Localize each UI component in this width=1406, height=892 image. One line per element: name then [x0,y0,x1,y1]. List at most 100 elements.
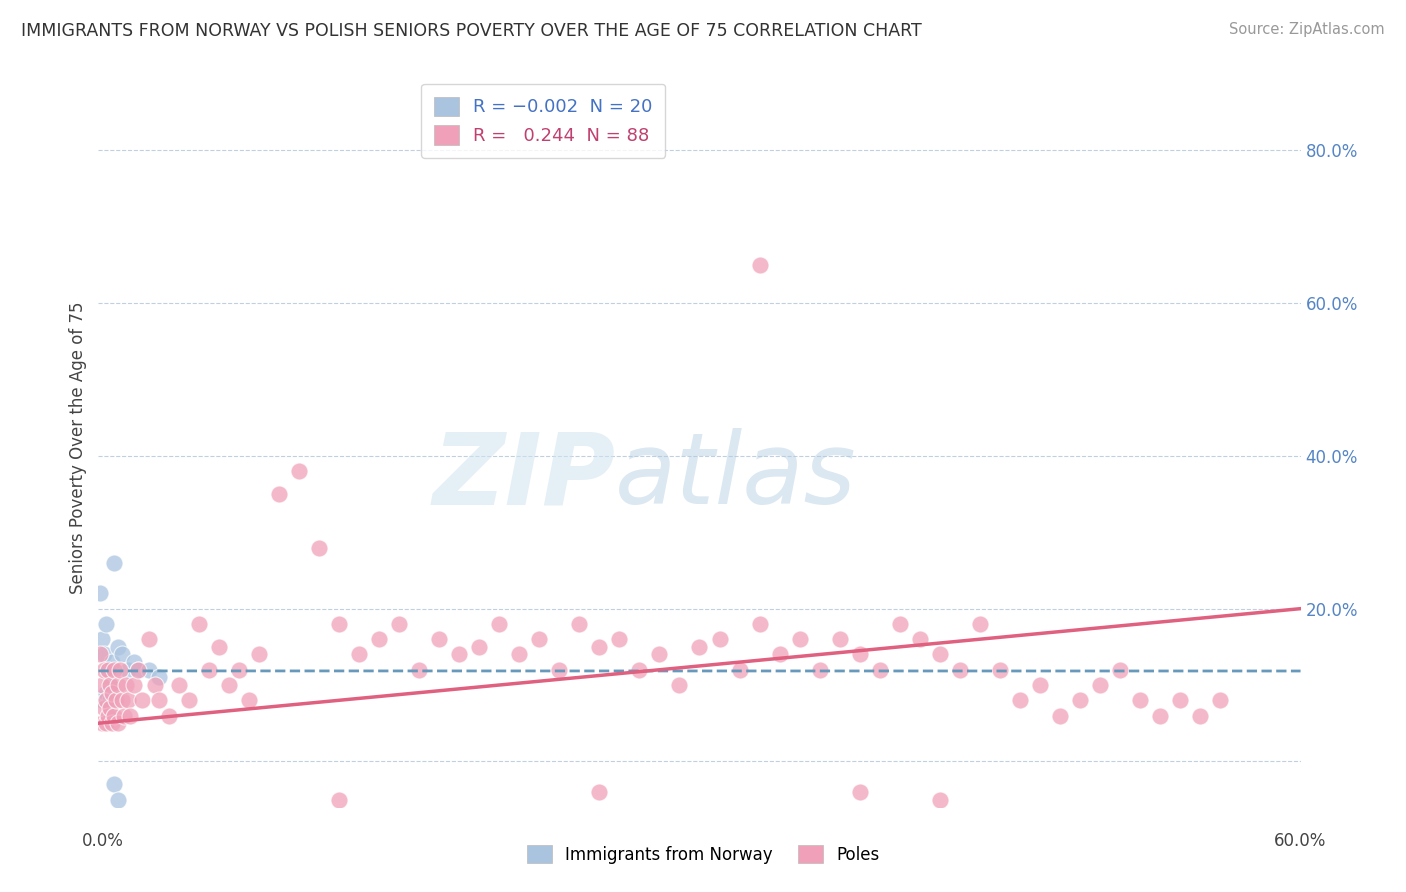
Point [96,686,118,700]
Point [1029,678,1052,692]
Point [408,663,430,677]
Point [138,632,160,647]
Point [347,648,370,662]
Point [1088,678,1111,692]
Point [107,678,129,692]
Point [111,693,134,707]
Point [96,693,118,707]
Point [110,663,132,677]
Point [427,632,450,647]
Point [328,616,350,631]
Point [1209,693,1232,707]
Point [728,663,751,677]
Point [100,678,122,692]
Point [688,640,710,654]
Text: Source: ZipAtlas.com: Source: ZipAtlas.com [1229,22,1385,37]
Point [208,640,231,654]
Point [143,678,166,692]
Point [929,648,952,662]
Point [308,541,330,555]
Point [869,663,891,677]
Point [889,616,911,631]
Point [91,716,114,731]
Point [588,785,610,799]
Point [368,632,391,647]
Point [748,616,770,631]
Point [288,464,311,478]
Point [609,632,631,647]
Point [969,616,991,631]
Point [247,648,270,662]
Point [167,678,190,692]
Point [101,655,124,669]
Point [1049,708,1071,723]
Point [668,678,690,692]
Point [103,777,125,791]
Point [1010,693,1032,707]
Point [228,663,250,677]
Point [117,693,139,707]
Point [101,716,124,731]
Point [105,693,128,707]
Point [115,678,138,692]
Point [114,708,136,723]
Point [529,632,551,647]
Point [187,616,209,631]
Point [929,792,952,806]
Point [709,632,731,647]
Point [1189,708,1212,723]
Point [1109,663,1132,677]
Point [93,663,115,677]
Point [908,632,931,647]
Point [100,701,122,715]
Point [238,693,260,707]
Point [107,716,129,731]
Point [96,616,118,631]
Point [267,487,290,501]
Legend: R = −0.002  N = 20, R =   0.244  N = 88: R = −0.002 N = 20, R = 0.244 N = 88 [420,84,665,158]
Point [100,693,122,707]
Point [177,693,200,707]
Point [1170,693,1192,707]
Text: IMMIGRANTS FROM NORWAY VS POLISH SENIORS POVERTY OVER THE AGE OF 75 CORRELATION : IMMIGRANTS FROM NORWAY VS POLISH SENIORS… [21,22,922,40]
Point [131,693,153,707]
Point [103,663,125,677]
Text: 0.0%: 0.0% [82,831,124,849]
Point [128,663,150,677]
Legend: Immigrants from Norway, Poles: Immigrants from Norway, Poles [520,838,886,871]
Point [107,792,129,806]
Text: ZIP: ZIP [432,428,616,525]
Point [648,648,671,662]
Point [1149,708,1171,723]
Point [748,258,770,272]
Point [91,632,114,647]
Point [97,663,120,677]
Point [120,708,142,723]
Point [388,616,411,631]
Point [97,663,120,677]
Point [468,640,491,654]
Point [488,616,510,631]
Point [768,648,790,662]
Point [91,693,114,707]
Point [988,663,1011,677]
Point [588,640,610,654]
Point [93,648,115,662]
Point [447,648,470,662]
Y-axis label: Seniors Poverty Over the Age of 75: Seniors Poverty Over the Age of 75 [69,302,87,594]
Point [789,632,811,647]
Point [628,663,651,677]
Point [849,785,872,799]
Point [128,663,150,677]
Point [103,556,125,570]
Point [103,708,125,723]
Text: 60.0%: 60.0% [1274,831,1327,849]
Point [107,640,129,654]
Point [849,648,872,662]
Point [111,648,134,662]
Point [97,708,120,723]
Point [828,632,851,647]
Point [808,663,831,677]
Point [93,701,115,715]
Point [138,663,160,677]
